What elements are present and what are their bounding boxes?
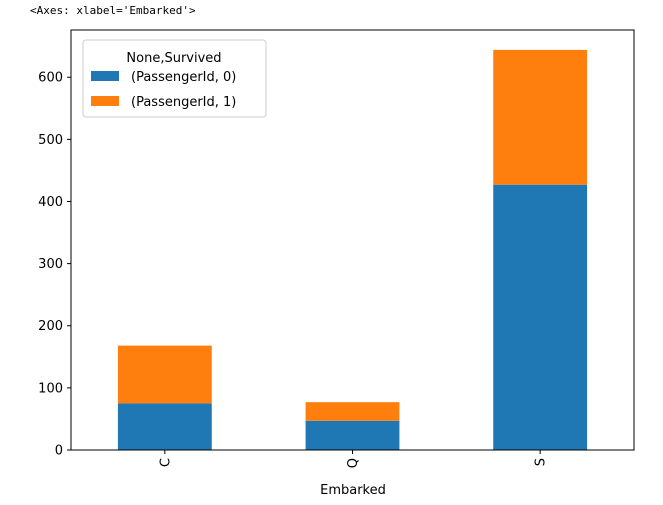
x-tick-label-s: S bbox=[534, 458, 549, 466]
y-tick-label-0: 0 bbox=[55, 444, 63, 459]
bar-c-series-1 bbox=[117, 345, 212, 404]
legend-title: None,Survived bbox=[126, 51, 221, 66]
legend-label-0: (PassengerId, 0) bbox=[131, 70, 236, 85]
bar-q-series-0 bbox=[305, 420, 400, 450]
y-tick-label-400: 400 bbox=[38, 195, 63, 210]
x-tick-label-q: Q bbox=[346, 458, 361, 468]
bar-c-series-0 bbox=[117, 403, 212, 450]
cell-output-text: <Axes: xlabel='Embarked'> bbox=[30, 4, 196, 17]
legend-label-1: (PassengerId, 1) bbox=[131, 95, 236, 110]
y-tick-label-300: 300 bbox=[38, 257, 63, 272]
bar-q-series-1 bbox=[305, 402, 400, 421]
legend-swatch-1 bbox=[91, 96, 119, 106]
y-tick-label-200: 200 bbox=[38, 319, 63, 334]
bar-s-series-1 bbox=[493, 49, 588, 185]
x-axis-label: Embarked bbox=[320, 483, 386, 498]
legend-swatch-0 bbox=[91, 71, 119, 81]
legend: None,Survived (PassengerId, 0) (Passenge… bbox=[82, 39, 267, 118]
y-tick-label-100: 100 bbox=[38, 381, 63, 396]
y-tick-label-600: 600 bbox=[38, 71, 63, 86]
x-tick-label-c: C bbox=[158, 458, 173, 467]
legend-box bbox=[82, 39, 267, 118]
y-tick-label-500: 500 bbox=[38, 133, 63, 148]
bar-s-series-0 bbox=[493, 184, 588, 450]
